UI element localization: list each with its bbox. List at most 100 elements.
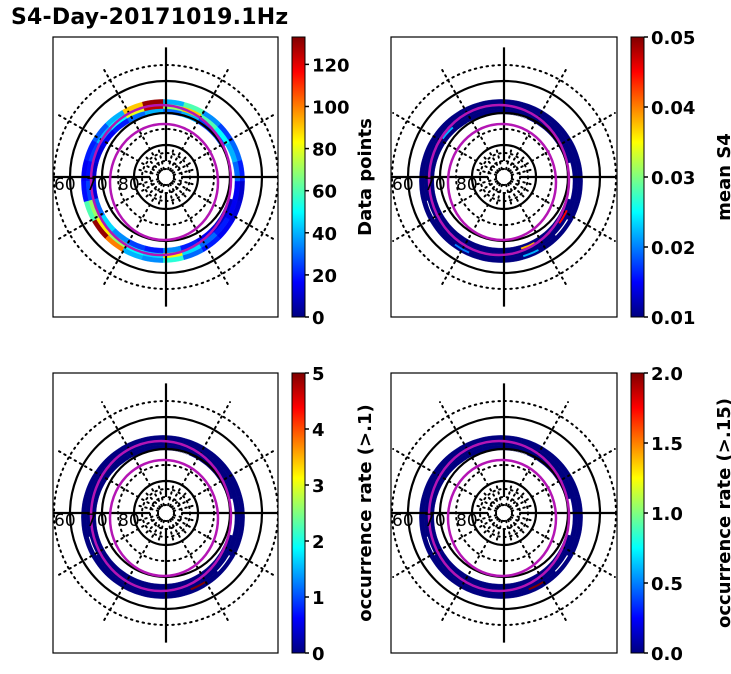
dotted-meridian-inner (167, 145, 176, 171)
colorbar-gradient (291, 36, 306, 318)
dotted-meridian-inner (508, 181, 528, 201)
dotted-meridian-inner (494, 519, 503, 545)
dotted-meridian (507, 518, 569, 625)
dotted-meridian-inner (508, 153, 528, 173)
dotted-meridian-inner (472, 167, 498, 176)
dotted-meridian-inner (172, 514, 198, 523)
colorbar-top-right: 0.01 0.02 0.03 0.04 0.05 mean S4 (630, 28, 731, 329)
dotted-meridian-inner (505, 183, 514, 209)
colorbar-gradient (291, 372, 306, 654)
dotted-meridian-inner (170, 181, 190, 201)
colorbar-tick-label: 20 (312, 266, 337, 287)
oval-boundary-poleward (446, 122, 558, 242)
dotted-meridian-inner (170, 517, 190, 537)
colorbar-tick-label: 2 (312, 532, 325, 553)
figure-title: S4-Day-20171019.1Hz (11, 5, 289, 30)
colorbar-tick-label: 0.05 (651, 28, 695, 49)
heat-bin-highlight (190, 581, 206, 591)
missing-bin (426, 200, 436, 220)
dotted-meridian-inner (510, 167, 536, 176)
latitude-label-80: 80 (118, 511, 140, 531)
dotted-meridian-inner (508, 517, 528, 537)
dotted-meridian-inner (172, 503, 198, 512)
latitude-label-70: 70 (86, 511, 108, 531)
colorbar-bottom-right: 0.0 0.5 1.0 1.5 2.0 occurrence rate (>.15) (630, 364, 731, 665)
dotted-meridian-inner (508, 489, 528, 509)
polar-panel-bottom-left: 60 70 80 (52, 372, 279, 654)
dotted-meridian-inner (472, 514, 498, 523)
latitude-label-70: 70 (424, 175, 446, 195)
dotted-meridian (101, 65, 163, 172)
colorbar-tick-label: 0.5 (651, 574, 683, 595)
dotted-meridian (392, 516, 499, 578)
heat-bin-highlight (520, 242, 536, 250)
dotted-meridian (169, 182, 231, 289)
oval-boundary-poleward (108, 122, 220, 242)
axes-frame (390, 372, 618, 654)
colorbar-top-left: 0 20 40 60 80 100 120 Data points (291, 36, 376, 329)
dotted-latitude-circle (157, 168, 175, 186)
missing-bin (88, 536, 98, 556)
missing-bin (216, 555, 231, 572)
dotted-meridian (507, 182, 569, 289)
plot-area: 60 70 80 (391, 47, 617, 307)
dotted-meridian (169, 518, 231, 625)
latitude-label-60: 60 (54, 175, 76, 195)
colorbar-label: occurrence rate (>.1) (355, 404, 376, 621)
dotted-meridian (392, 448, 499, 510)
colorbar-tick-label: 100 (312, 97, 350, 118)
heat-bin (482, 245, 502, 254)
latitude-label-60: 60 (54, 511, 76, 531)
colorbar-label: Data points (355, 118, 376, 236)
polar-panel-top-right: 60 70 80 (390, 36, 618, 318)
dotted-meridian-inner (510, 514, 536, 523)
axes-frame (52, 372, 279, 654)
latitude-label-60: 60 (392, 175, 414, 195)
colorbar-tick-label: 4 (312, 420, 325, 441)
dotted-meridian-inner (510, 503, 536, 512)
dotted-meridian-inner (142, 153, 162, 173)
colorbar-gradient (630, 372, 645, 654)
heat-bin-highlight (528, 581, 544, 591)
missing-bin (426, 536, 436, 556)
colorbar-tick-label: 60 (312, 182, 337, 203)
dotted-meridian (54, 112, 161, 174)
dotted-meridian-inner (505, 481, 514, 507)
colorbar-tick-label: 3 (312, 476, 325, 497)
colorbar-tick-label: 2.0 (651, 364, 683, 385)
dotted-meridian-inner (170, 153, 190, 173)
dotted-meridian-inner (134, 167, 160, 176)
dotted-meridian-inner (494, 183, 503, 209)
polar-panel-top-left: 60 70 80 (52, 36, 279, 318)
dotted-meridian (101, 401, 163, 508)
dotted-meridian (509, 112, 616, 174)
latitude-label-60: 60 (392, 511, 414, 531)
colorbar-tick-label: 80 (312, 140, 337, 161)
dotted-meridian (171, 112, 278, 174)
dotted-meridian-inner (170, 489, 190, 509)
colorbar-tick-label: 0.04 (651, 98, 695, 119)
colorbar-label: mean S4 (714, 133, 731, 221)
missing-bin (554, 555, 569, 572)
dotted-meridian (509, 448, 616, 510)
heat-bin-highlight (454, 243, 470, 254)
dotted-meridian-inner (167, 481, 176, 507)
axes-frame (52, 36, 279, 318)
colorbar-bottom-left: 0 1 2 3 4 5 occurrence rate (>.1) (291, 364, 376, 665)
dotted-meridian (171, 448, 278, 510)
heat-bin (482, 581, 502, 590)
dotted-meridian (392, 180, 499, 242)
colorbar-label: occurrence rate (>.15) (714, 398, 731, 628)
colorbar-tick-label: 5 (312, 364, 325, 385)
colorbar-tick-label: 0.01 (651, 308, 695, 329)
oval-boundary-equatorward (89, 439, 233, 593)
polar-panel-bottom-right: 60 70 80 (390, 372, 618, 654)
dotted-meridian (439, 401, 501, 508)
oval-boundary-poleward (446, 458, 558, 578)
colorbar-tick-label: 120 (312, 55, 350, 76)
oval-boundary-equatorward (427, 103, 571, 257)
colorbar-tick-label: 0 (312, 644, 325, 665)
dotted-meridian-inner (494, 145, 503, 171)
heat-bin-highlight (442, 126, 454, 140)
